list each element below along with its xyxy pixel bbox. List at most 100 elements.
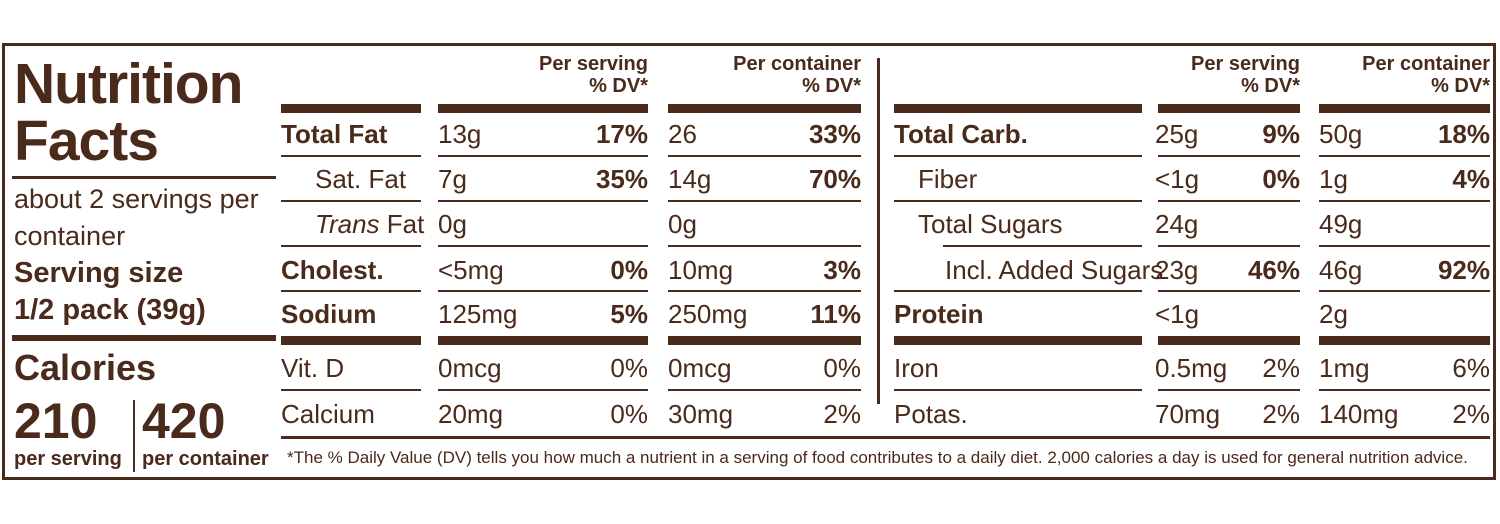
serving-amount: <1g bbox=[1155, 164, 1200, 194]
header-dv-label: % DV* bbox=[1431, 75, 1490, 97]
nutrition-facts-label: Nutrition Facts about 2 servings per con… bbox=[2, 43, 1496, 480]
trans-fat-suffix: Fat bbox=[379, 209, 425, 239]
nutrient-name: Sodium bbox=[281, 299, 377, 329]
container-amount: 50g bbox=[1319, 119, 1363, 149]
serving-size-label: Serving size bbox=[14, 257, 184, 289]
serving-dv: 0% bbox=[610, 255, 648, 285]
header-per-serving-left: Per serving % DV* bbox=[445, 53, 648, 97]
nutrient-name: Potas. bbox=[894, 399, 968, 429]
row-divider bbox=[894, 155, 1142, 157]
servings-per-container-line2: container bbox=[14, 221, 126, 251]
nutrient-name: Incl. Added Sugars bbox=[945, 255, 1164, 285]
container-amount: 10mg bbox=[668, 255, 734, 285]
row-divider bbox=[281, 200, 421, 202]
row-divider bbox=[668, 389, 861, 391]
row-divider bbox=[438, 290, 648, 292]
row-divider bbox=[281, 245, 421, 247]
container-amount: 30mg bbox=[668, 399, 734, 429]
row-divider bbox=[438, 245, 648, 247]
serving-amount: 70mg bbox=[1155, 399, 1221, 429]
container-amount: 49g bbox=[1319, 209, 1363, 239]
row-divider bbox=[1319, 389, 1490, 391]
section-bar bbox=[894, 336, 1142, 345]
header-dv-label: % DV* bbox=[1241, 75, 1300, 97]
row-divider bbox=[1319, 200, 1490, 202]
container-dv: 0% bbox=[823, 353, 861, 383]
serving-dv: 0% bbox=[1262, 164, 1300, 194]
header-per-container-right: Per container % DV* bbox=[1319, 53, 1490, 97]
header-per-container-label: Per container bbox=[733, 53, 861, 75]
header-per-serving-label: Per serving bbox=[539, 53, 648, 75]
row-divider bbox=[1158, 200, 1300, 202]
per-serving-label: per serving bbox=[14, 448, 122, 470]
nutrient-name: Trans Fat bbox=[315, 211, 424, 237]
header-bar bbox=[668, 104, 861, 113]
container-amount: 250mg bbox=[668, 299, 748, 329]
serving-amount: <5mg bbox=[438, 255, 504, 285]
calories-label: Calories bbox=[14, 347, 157, 388]
nutrient-name: Fiber bbox=[918, 164, 978, 194]
serving-dv: 35% bbox=[595, 164, 648, 194]
per-container-label: per container bbox=[142, 448, 269, 470]
row-divider bbox=[1319, 290, 1490, 292]
nutrient-name: Total Sugars bbox=[918, 209, 1063, 239]
footnote-divider bbox=[281, 436, 1490, 439]
row-divider bbox=[281, 155, 421, 157]
nutrient-name: Cholest. bbox=[281, 255, 384, 285]
header-per-container-left: Per container % DV* bbox=[669, 53, 861, 97]
title-facts: Facts bbox=[14, 109, 159, 173]
header-bar bbox=[1319, 104, 1490, 113]
serving-amount: 25g bbox=[1155, 119, 1199, 149]
row-divider bbox=[668, 155, 861, 157]
container-amount: 26 bbox=[668, 119, 697, 149]
section-bar bbox=[1158, 336, 1300, 345]
header-bar bbox=[438, 104, 648, 113]
nutrient-name: Sat. Fat bbox=[315, 164, 407, 194]
nutrient-name: Iron bbox=[894, 353, 939, 383]
container-amount: 14g bbox=[668, 164, 712, 194]
row-divider bbox=[438, 389, 648, 391]
serving-amount: 20mg bbox=[438, 399, 504, 429]
row-divider bbox=[943, 245, 1142, 247]
container-dv: 18% bbox=[1437, 119, 1490, 149]
serving-amount: 0g bbox=[438, 209, 467, 239]
nutrient-name: Calcium bbox=[281, 399, 375, 429]
container-dv: 92% bbox=[1437, 255, 1490, 285]
section-bar bbox=[668, 336, 861, 345]
serving-dv: 46% bbox=[1247, 255, 1300, 285]
row-divider bbox=[1319, 245, 1490, 247]
serving-dv: 0% bbox=[610, 353, 648, 383]
container-dv: 2% bbox=[823, 399, 861, 429]
serving-amount: 24g bbox=[1155, 209, 1199, 239]
serving-amount: 0mcg bbox=[438, 353, 502, 383]
row-divider bbox=[281, 389, 421, 391]
row-divider bbox=[894, 389, 1142, 391]
row-divider bbox=[894, 200, 1142, 202]
container-amount: 1mg bbox=[1319, 353, 1370, 383]
row-divider bbox=[1158, 389, 1300, 391]
serving-amount: 0.5mg bbox=[1155, 353, 1228, 383]
serving-amount: <1g bbox=[1155, 299, 1200, 329]
serving-dv: 17% bbox=[595, 119, 648, 149]
serving-dv: 0% bbox=[610, 399, 648, 429]
container-amount: 2g bbox=[1319, 299, 1348, 329]
serving-divider bbox=[12, 335, 276, 341]
row-divider bbox=[438, 200, 648, 202]
row-divider bbox=[438, 155, 648, 157]
row-divider bbox=[1158, 155, 1300, 157]
serving-amount: 125mg bbox=[438, 299, 518, 329]
section-bar bbox=[1319, 336, 1490, 345]
header-per-container-label: Per container bbox=[1362, 53, 1490, 75]
calories-divider bbox=[133, 400, 135, 472]
title-nutrition: Nutrition bbox=[14, 52, 243, 116]
row-divider bbox=[668, 200, 861, 202]
center-divider bbox=[877, 58, 880, 404]
container-amount: 0g bbox=[668, 209, 697, 239]
row-divider bbox=[668, 245, 861, 247]
container-amount: 0mcg bbox=[668, 353, 732, 383]
header-per-serving-right: Per serving % DV* bbox=[1158, 53, 1300, 97]
container-dv: 4% bbox=[1452, 164, 1490, 194]
row-divider bbox=[281, 290, 421, 292]
header-dv-label: % DV* bbox=[802, 75, 861, 97]
title-divider bbox=[12, 176, 276, 179]
